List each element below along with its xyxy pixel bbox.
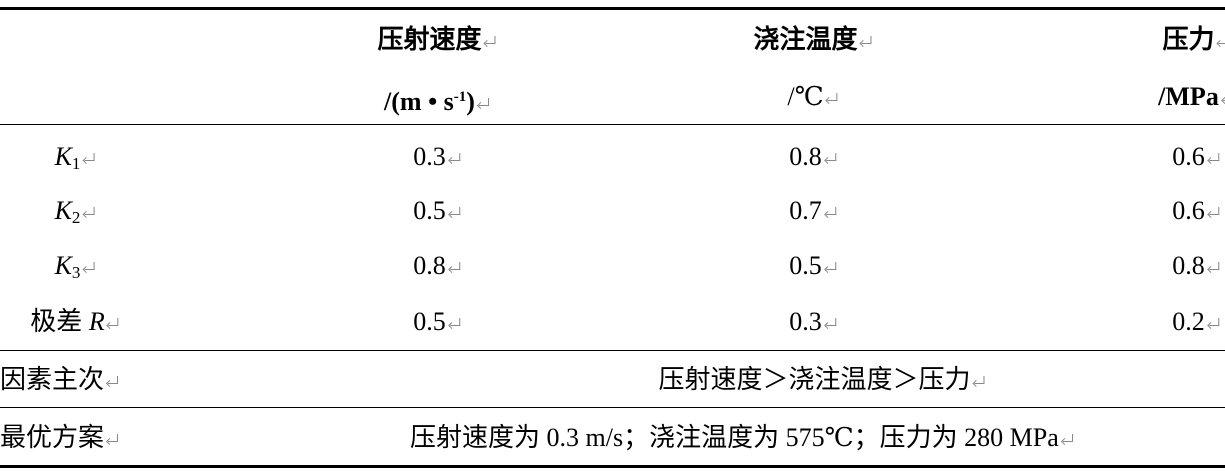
cell: 0.3 xyxy=(413,142,461,172)
value: 0.5 xyxy=(413,196,446,225)
text: /MPa xyxy=(1158,82,1219,111)
header-name: 压射速度 xyxy=(377,25,496,55)
row-rule xyxy=(0,407,1225,408)
cell: 0.5 xyxy=(413,196,461,226)
row-rule xyxy=(0,350,1225,351)
italic-text: K xyxy=(54,196,72,225)
cell: 0.8 xyxy=(789,142,837,172)
row-label: 最优方案 xyxy=(0,423,119,453)
subscript: 3 xyxy=(71,263,81,282)
superscript: -1 xyxy=(453,89,467,105)
text: 压射速度＞浇注温度＞压力 xyxy=(658,365,971,394)
row-label: K2 xyxy=(55,196,96,233)
header-unit: /MPa xyxy=(1158,82,1225,112)
header-name: 浇注温度 xyxy=(753,25,872,55)
cell: 0.5 xyxy=(789,251,837,281)
cell: 0.3 xyxy=(789,307,837,337)
row-label: K1 xyxy=(55,142,96,179)
header-rule xyxy=(0,124,1225,125)
cell: 0.7 xyxy=(789,196,837,226)
cell: 0.6 xyxy=(1172,142,1220,172)
text: /(m • s xyxy=(384,87,454,116)
cell: 压射速度＞浇注温度＞压力 xyxy=(658,365,985,395)
text: 浇注温度 xyxy=(753,25,858,54)
subscript: 2 xyxy=(71,208,81,227)
text: 最优方案 xyxy=(0,423,105,452)
text: 压力 xyxy=(1162,25,1215,54)
italic-text: K xyxy=(54,251,72,280)
value: 0.5 xyxy=(413,307,446,336)
cell: 0.5 xyxy=(413,307,461,337)
value: 0.6 xyxy=(1172,196,1205,225)
header-unit: /(m • s-1) xyxy=(384,82,490,117)
bottom-rule xyxy=(0,465,1225,468)
text: 压射速度为 0.3 m/s；浇注温度为 575℃；压力为 280 MPa xyxy=(410,423,1059,452)
cell: 0.6 xyxy=(1172,196,1220,226)
row-label: K3 xyxy=(55,251,96,288)
value: 0.8 xyxy=(413,251,446,280)
top-rule xyxy=(0,7,1225,10)
header-name: 压力 xyxy=(1162,25,1225,55)
text: /℃ xyxy=(787,82,824,111)
text: 压射速度 xyxy=(377,25,482,54)
value: 0.3 xyxy=(789,307,822,336)
value: 0.8 xyxy=(1172,251,1205,280)
cell: 0.8 xyxy=(1172,251,1220,281)
cell: 压射速度为 0.3 m/s；浇注温度为 575℃；压力为 280 MPa xyxy=(410,423,1074,453)
subscript: 1 xyxy=(71,154,81,173)
cell: 0.8 xyxy=(413,251,461,281)
header-unit: /℃ xyxy=(787,82,838,112)
value: 0.5 xyxy=(789,251,822,280)
value: 0.3 xyxy=(413,142,446,171)
value: 0.6 xyxy=(1172,142,1205,171)
text: ) xyxy=(466,87,475,116)
value: 0.7 xyxy=(789,196,822,225)
value: 0.2 xyxy=(1172,307,1205,336)
value: 0.8 xyxy=(789,142,822,171)
italic-text: K xyxy=(54,142,72,171)
italic-text: R xyxy=(88,307,105,336)
row-label: 极差 R xyxy=(30,307,119,337)
text: 极差 xyxy=(30,307,89,336)
row-label: 因素主次 xyxy=(0,365,119,395)
text: 因素主次 xyxy=(0,365,105,394)
cell: 0.2 xyxy=(1172,307,1220,337)
